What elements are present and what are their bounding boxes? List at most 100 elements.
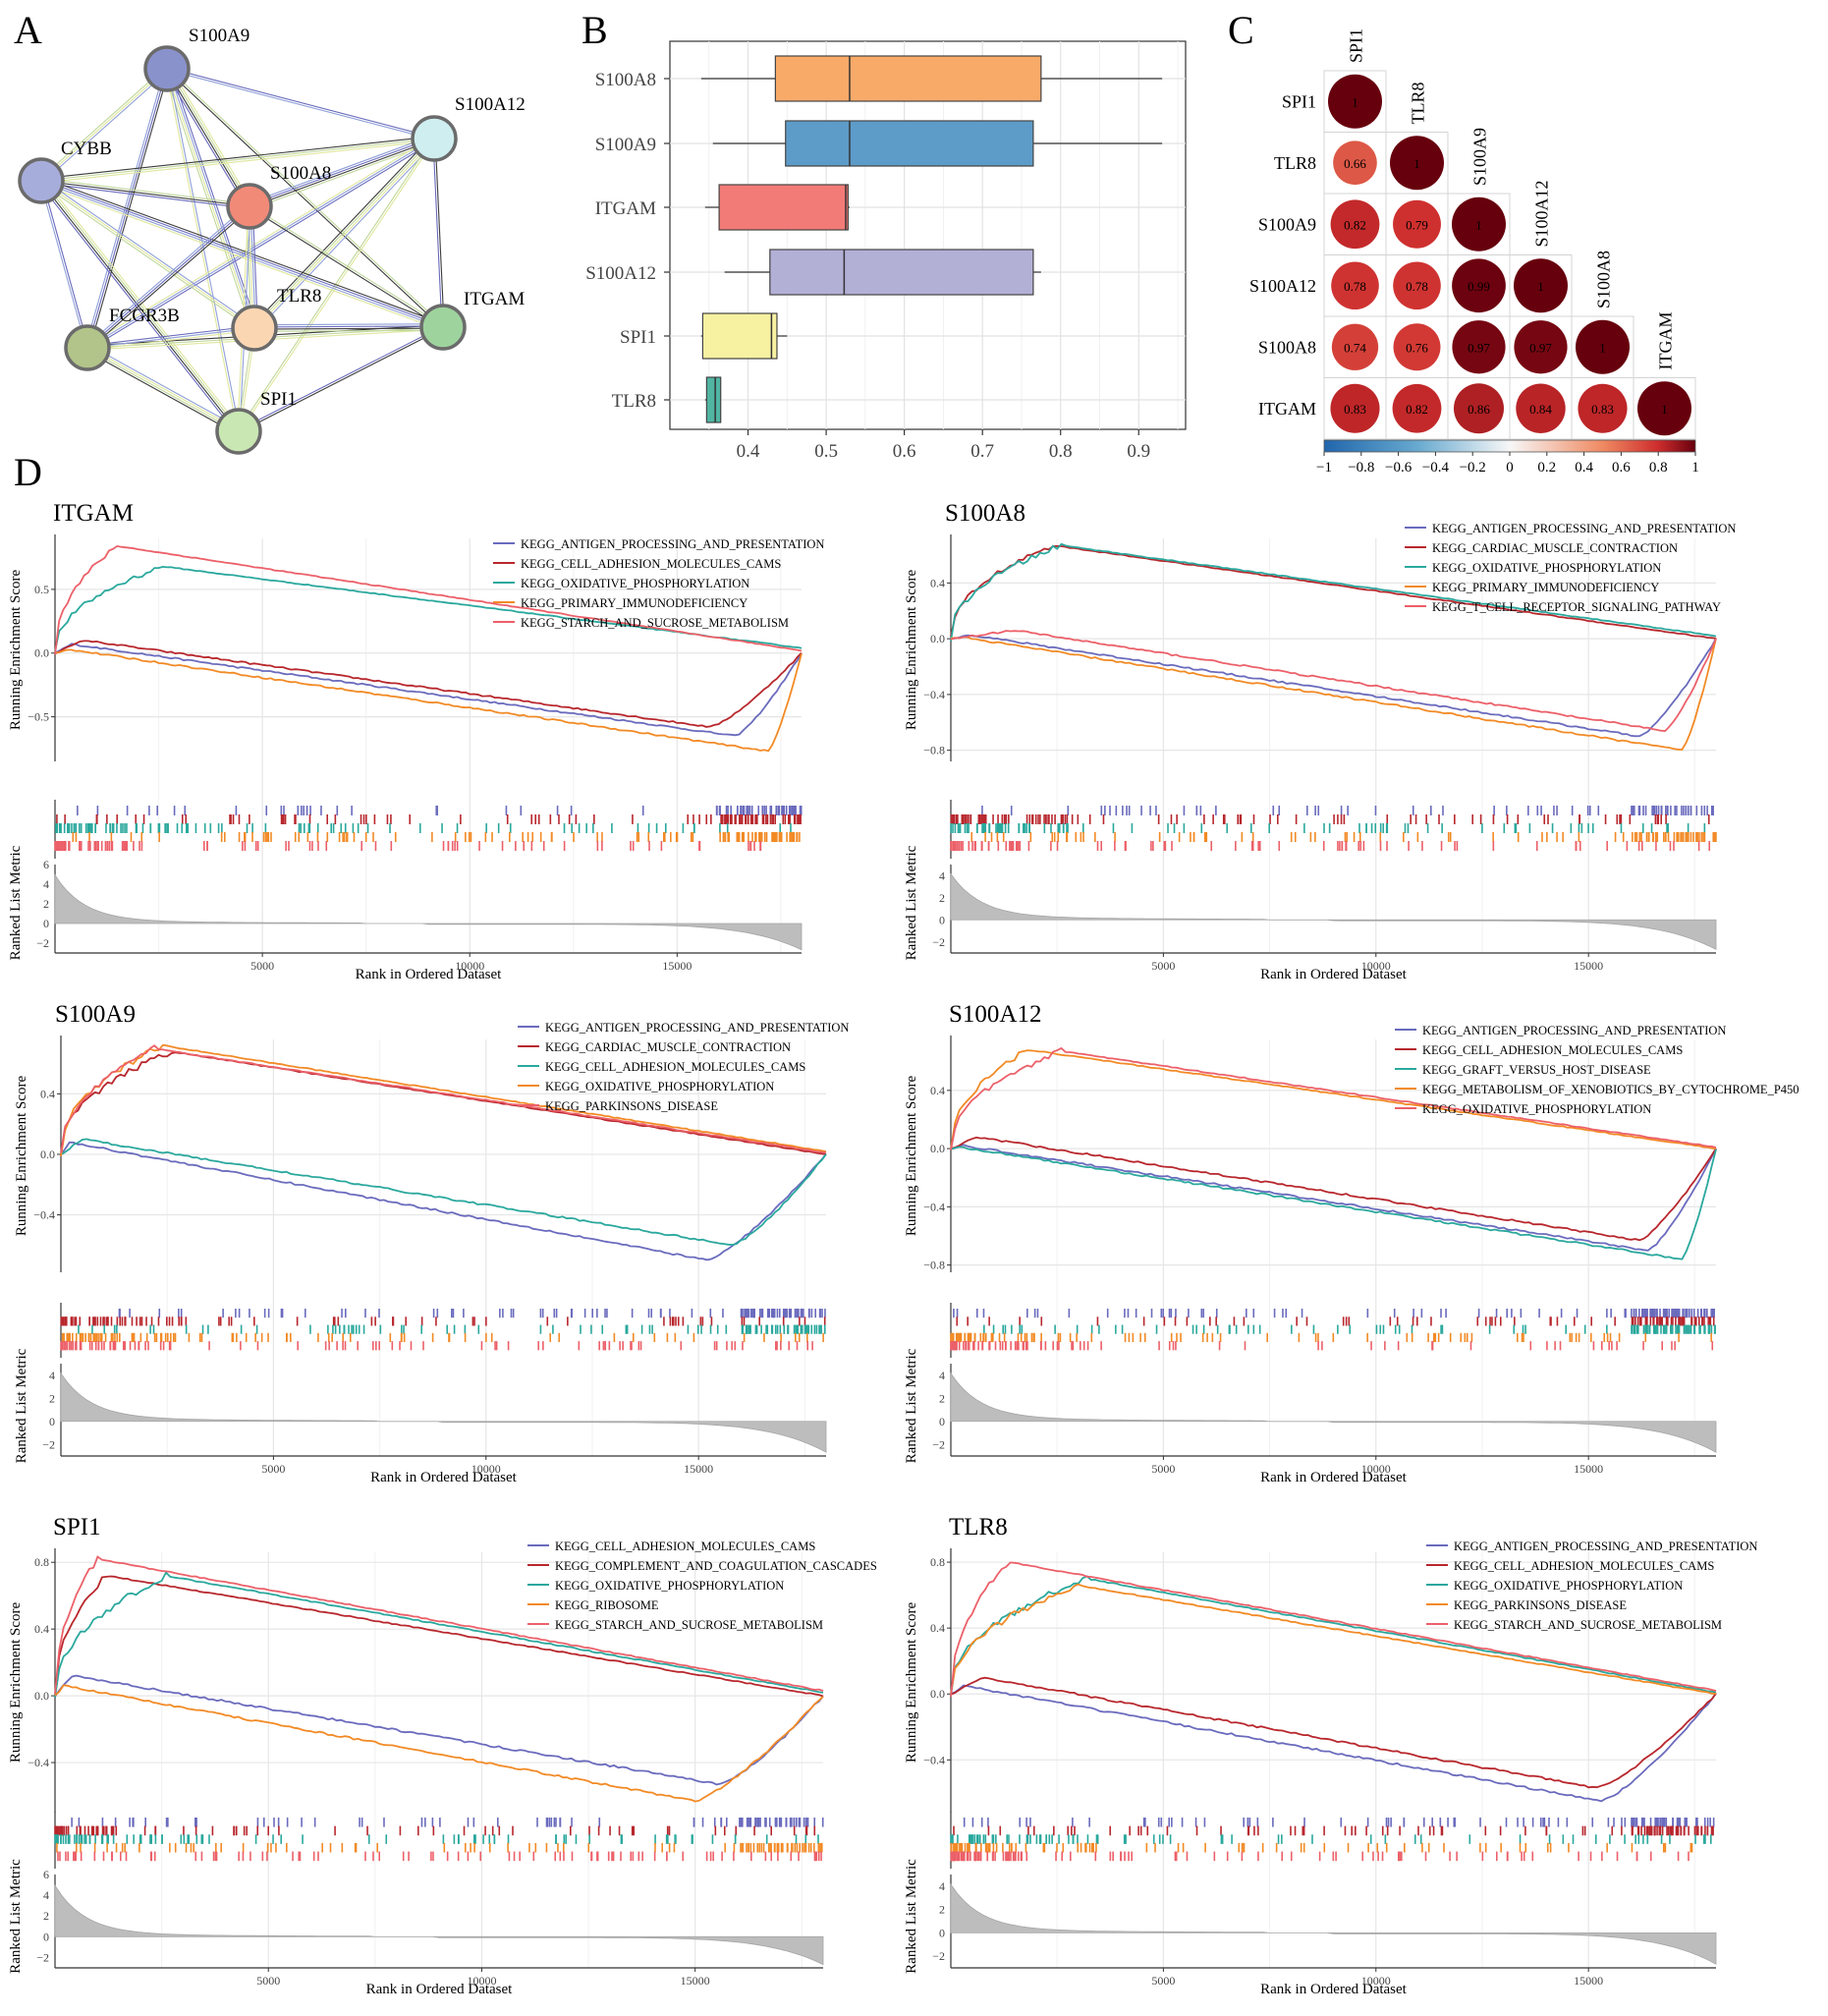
gsea-legend-label: KEGG_PARKINSONS_DISEASE: [545, 1099, 718, 1113]
correlation-column-label: ITGAM: [1656, 312, 1676, 370]
gsea-panels: ITGAM 0.5 0.0 −0.5 6 4 2 0 −2 5000 10000 15000 Rank …: [8, 500, 1800, 1997]
network-edge-strand: [86, 325, 254, 347]
correlation-circle-s100a8-s100a9: [1452, 320, 1506, 374]
gsea-legend-label: KEGG_CELL_ADHESION_MOLECULES_CAMS: [521, 557, 781, 571]
network-edge-strand: [238, 325, 443, 431]
network-edge-strand: [432, 139, 443, 328]
gsea-ranked-metric-area: [950, 1372, 1717, 1453]
panel-label-d: D: [14, 450, 42, 494]
correlation-circle-itgam-tlr8: [1392, 383, 1442, 433]
gsea-y-tick-label: 0.0: [930, 1687, 945, 1701]
gsea-ranked-metric-area: [950, 872, 1717, 951]
gsea-legend-label: KEGG_OXIDATIVE_PHOSPHORYLATION: [1422, 1102, 1651, 1116]
network-edge-strand: [249, 206, 443, 329]
gsea-metric-tick-label: 0: [939, 913, 945, 926]
correlation-row-label: S100A8: [1258, 337, 1316, 357]
gsea-title: S100A9: [55, 1001, 136, 1028]
correlation-row-label: SPI1: [1282, 91, 1316, 111]
gsea-legend-label: KEGG_ANTIGEN_PROCESSING_AND_PRESENTATION: [1454, 1540, 1757, 1553]
gsea-hits-kegg-cardiac-muscle-contraction: [60, 1316, 826, 1326]
network-edge-strand: [169, 67, 253, 205]
colorbar-tick-label: 0.8: [1649, 460, 1668, 476]
network-edge-strand: [166, 69, 434, 140]
gsea-hits-kegg-t-cell-receptor-signaling-pathway: [950, 841, 1711, 851]
gsea-es-curve-kegg-oxidative-phosphorylation: [950, 1046, 1717, 1150]
gsea-es-curve-kegg-starch-and-sucrose-metabolism: [54, 544, 803, 655]
network-edge-strand: [252, 137, 434, 328]
gsea-x-tick-label: 15000: [662, 959, 692, 973]
network-edge-strand: [41, 177, 445, 325]
gsea-metric-label: Ranked List Metric: [904, 845, 919, 960]
gsea-es-curve-kegg-primary-immunodeficiency: [54, 648, 803, 753]
gsea-hits-kegg-parkinsons-disease: [950, 1842, 1693, 1853]
gsea-metric-tick-label: 6: [43, 858, 49, 871]
gsea-metric-tick-label: 4: [939, 1369, 945, 1382]
gsea-es-curve-kegg-graft-versus-host-disease: [950, 1146, 1717, 1260]
boxplot-box-s100a8: [774, 55, 1042, 102]
gsea-hits-kegg-starch-and-sucrose-metabolism: [54, 841, 762, 851]
gsea-x-tick-label: 10000: [471, 1462, 501, 1476]
gsea-metric-tick-label: 0: [43, 1930, 49, 1943]
gsea-hits-kegg-oxidative-phosphorylation: [55, 823, 792, 833]
gsea-hits-kegg-primary-immunodeficiency: [72, 832, 801, 842]
gsea-y-tick-label: 0.0: [34, 1689, 49, 1703]
network-node-tlr8: [231, 305, 278, 352]
gsea-y-tick-label: 0.4: [930, 1084, 945, 1097]
gsea-es-curve-kegg-antigen-processing-and-presentation: [60, 1141, 827, 1261]
correlation-value: 1: [1599, 340, 1606, 355]
correlation-panel: SPI1 SPI1 1 TLR8 TLR8 0.66 1 S100A9 S100A9 0.82 0.…: [1249, 28, 1699, 476]
network-node-s100a12: [411, 115, 458, 162]
gsea-metric-tick-label: −2: [932, 1949, 945, 1963]
correlation-value: 0.97: [1529, 340, 1552, 355]
gsea-metric-tick-label: 4: [49, 1369, 55, 1382]
gsea-es-curve-kegg-t-cell-receptor-signaling-pathway: [950, 630, 1717, 733]
network-node-cybb: [18, 157, 65, 204]
gsea-hits-kegg-ribosome: [56, 1842, 823, 1853]
network-edge-cybb-fcgr3b: [39, 180, 89, 349]
correlation-column-label: S100A12: [1532, 180, 1552, 247]
colorbar-tick-label: 1: [1691, 460, 1699, 476]
gsea-hits-kegg-primary-immunodeficiency: [970, 832, 1717, 842]
network-edge-strand: [249, 137, 434, 206]
gsea-hits-kegg-metabolism-of-xenobiotics-by-cytochrome-p450: [950, 1332, 1712, 1343]
gsea-metric-tick-label: 0: [939, 1415, 945, 1428]
gsea-es-curve-kegg-oxidative-phosphorylation: [60, 1043, 827, 1156]
gsea-legend-label: KEGG_CARDIAC_MUSCLE_CONTRACTION: [1432, 541, 1678, 555]
gsea-y-label: Running Enrichment Score: [8, 1602, 24, 1764]
network-edge-strand: [254, 329, 444, 332]
colorbar-tick-label: −0.4: [1422, 460, 1450, 476]
correlation-value: 0.99: [1468, 279, 1490, 294]
network-edge-strand: [43, 178, 243, 430]
network-edge-strand: [167, 68, 256, 328]
gsea-legend-label: KEGG_ANTIGEN_PROCESSING_AND_PRESENTATION: [545, 1021, 849, 1035]
correlation-circle-s100a12-tlr8: [1393, 261, 1441, 310]
gsea-hits-kegg-cell-adhesion-molecules-cams: [956, 1316, 1715, 1326]
gsea-x-tick-label: 10000: [455, 959, 484, 973]
correlation-circle-itgam-spi1: [1330, 383, 1380, 433]
network-edge-strand: [167, 68, 251, 206]
network-edge-strand: [86, 348, 239, 433]
gsea-es-curve-kegg-metabolism-of-xenobiotics-by-cytochrome-p450: [950, 1049, 1717, 1149]
boxplot-category-label: S100A9: [595, 135, 656, 155]
gsea-x-label: Rank in Ordered Dataset: [1260, 1982, 1408, 1997]
correlation-value: 0.78: [1406, 279, 1428, 294]
gsea-x-label: Rank in Ordered Dataset: [370, 1470, 518, 1485]
network-edge-strand: [41, 180, 89, 348]
network-edge-strand: [87, 346, 240, 431]
gsea-hits-kegg-oxidative-phosphorylation: [54, 1834, 819, 1844]
network-edge-strand: [248, 135, 434, 204]
network-edge-s100a9-cybb: [39, 66, 169, 184]
gsea-hits-kegg-oxidative-phosphorylation: [950, 1341, 1714, 1351]
gsea-metric-tick-label: −2: [932, 935, 945, 949]
boxplot-category-label: TLR8: [612, 391, 656, 412]
gsea-hits-kegg-graft-versus-host-disease: [983, 1324, 1716, 1334]
correlation-value: 0.86: [1468, 402, 1490, 417]
gsea-es-curve-kegg-primary-immunodeficiency: [950, 636, 1717, 751]
network-edge-strand: [85, 350, 238, 435]
colorbar-tick-label: −0.2: [1460, 460, 1486, 476]
gsea-es-curve-kegg-complement-and-coagulation-cascades: [54, 1575, 824, 1698]
colorbar-tick-label: 0.2: [1537, 460, 1556, 476]
correlation-column-label: S100A8: [1594, 251, 1614, 308]
correlation-circle-itgam-s100a12: [1516, 383, 1566, 433]
